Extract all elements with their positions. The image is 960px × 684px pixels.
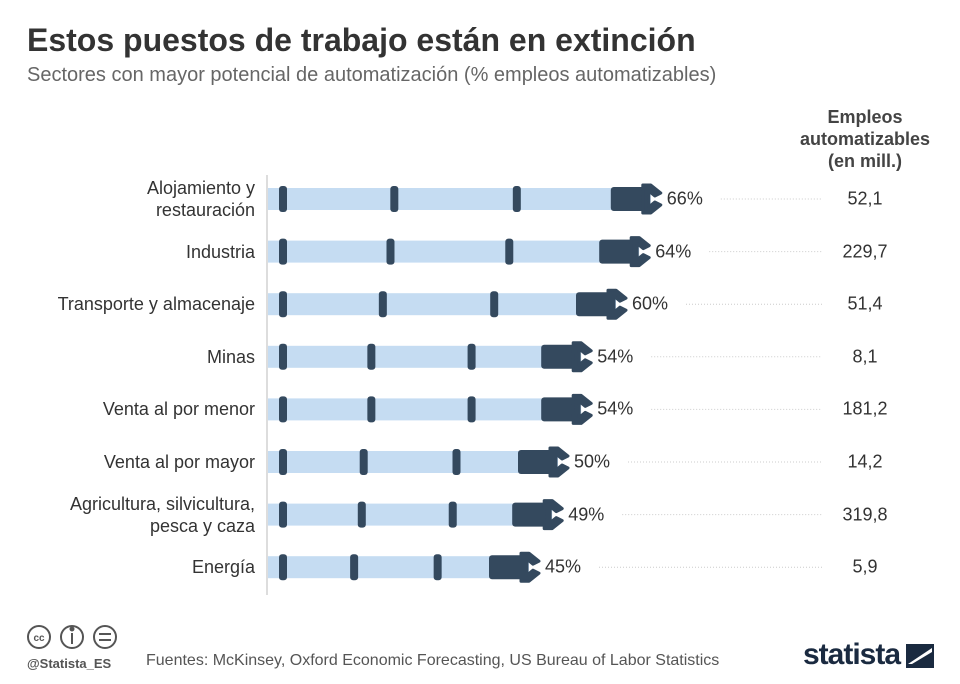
arm-joint — [512, 186, 521, 212]
bar — [268, 556, 529, 579]
arm-joint — [367, 343, 376, 370]
value-label: 50% — [574, 451, 611, 472]
arm-hand — [599, 239, 634, 264]
arm-hand — [512, 502, 547, 527]
value-label: 49% — [568, 504, 605, 525]
category-label: Venta al por menor — [102, 399, 255, 420]
jobs-value: 5,9 — [852, 556, 878, 577]
arm-joint — [357, 501, 366, 528]
handle: @Statista_ES — [27, 656, 112, 671]
brand-logo — [906, 644, 934, 668]
category-label: Venta al por mayor — [103, 452, 255, 472]
arm-joint — [279, 343, 287, 370]
arm-joint — [452, 449, 461, 475]
arm-joint — [350, 554, 359, 581]
column-title: Empleos automatizables (en mill.) — [799, 107, 931, 171]
arm-joint — [279, 449, 287, 475]
jobs-value: 52,1 — [847, 188, 883, 209]
value-label: 45% — [545, 556, 582, 577]
bar — [268, 345, 582, 368]
arm-joint — [448, 501, 457, 528]
brand: statista — [803, 638, 901, 671]
arm-claw — [571, 341, 593, 373]
bar — [268, 188, 651, 210]
value-label: 54% — [597, 398, 634, 419]
arm-hand — [576, 292, 610, 317]
arm-joint — [505, 238, 514, 265]
jobs-value: 319,8 — [842, 504, 888, 525]
arm-claw — [629, 236, 651, 268]
bar — [268, 293, 616, 316]
jobs-value: 8,1 — [852, 346, 878, 367]
value-label: 66% — [666, 188, 703, 209]
bar — [268, 503, 553, 526]
bar — [268, 451, 558, 473]
arm-joint — [279, 554, 287, 581]
arm-hand — [518, 450, 552, 474]
arm-joint — [386, 238, 395, 265]
category-label: Agricultura, silvicultura, pesca y caza — [69, 493, 255, 536]
arm-joint — [490, 291, 499, 318]
arm-joint — [359, 449, 368, 475]
category-label: Alojamiento y restauración — [146, 178, 255, 220]
arm-joint — [467, 396, 476, 423]
bar — [268, 240, 640, 263]
arm-joint — [433, 554, 442, 581]
arm-joint — [279, 186, 287, 212]
chart-subtitle: Sectores con mayor potencial de automati… — [27, 64, 717, 86]
category-label: Minas — [206, 346, 255, 367]
arm-claw — [571, 393, 593, 425]
arm-hand — [610, 187, 645, 211]
jobs-value: 229,7 — [842, 241, 888, 262]
arm-hand — [489, 555, 523, 580]
arm-joint — [390, 186, 399, 212]
source: Fuentes: McKinsey, Oxford Economic Forec… — [146, 652, 720, 669]
bar — [268, 398, 582, 421]
arm-joint — [279, 501, 287, 528]
arm-joint — [279, 238, 287, 265]
arm-claw — [542, 499, 564, 531]
arm-joint — [367, 396, 376, 423]
arm-claw — [519, 551, 541, 583]
arm-claw — [548, 446, 570, 478]
jobs-value: 51,4 — [847, 293, 883, 314]
value-label: 60% — [632, 293, 669, 314]
category-label: Transporte y almacenaje — [57, 294, 255, 315]
arm-claw — [606, 288, 628, 320]
value-label: 64% — [655, 241, 692, 262]
chart-title: Estos puestos de trabajo están en extinc… — [27, 22, 696, 58]
value-label: 54% — [597, 346, 634, 367]
arm-claw — [641, 183, 663, 215]
jobs-value: 14,2 — [847, 451, 883, 472]
cc-icons — [27, 625, 117, 649]
arm-joint — [467, 343, 476, 370]
arm-joint — [378, 291, 387, 318]
category-label: Energía — [191, 557, 255, 578]
category-label: Industria — [185, 241, 255, 262]
arm-hand — [541, 344, 576, 369]
jobs-value: 181,2 — [842, 398, 888, 419]
cc-text: cc — [33, 633, 45, 644]
arm-hand — [541, 397, 576, 422]
arm-joint — [279, 396, 287, 423]
arm-joint — [279, 291, 287, 318]
